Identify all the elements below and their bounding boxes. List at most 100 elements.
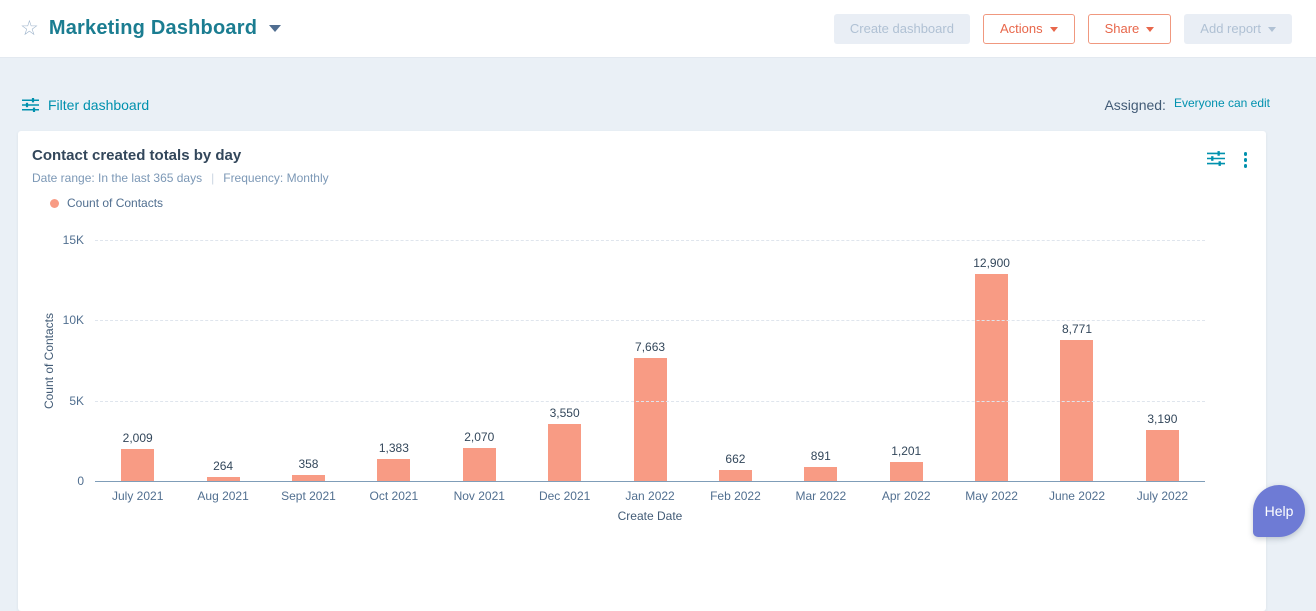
x-axis-labels: July 2021 Aug 2021 Sept 2021 Oct 2021 Nov 20… — [95, 489, 1205, 503]
bar[interactable] — [462, 447, 496, 481]
report-card-actions — [1206, 147, 1251, 185]
bar-value-label: 1,201 — [891, 443, 922, 458]
chevron-down-icon — [1049, 26, 1058, 32]
bar-column: 2,070 — [437, 240, 522, 481]
y-axis-title: Count of Contacts — [42, 312, 56, 409]
bar-column: 891 — [778, 240, 863, 481]
bar-value-label: 2,009 — [122, 430, 153, 445]
date-range-text: Date range: In the last 365 days — [32, 171, 203, 185]
assigned-section: Assigned: Everyone can edit — [1104, 96, 1270, 114]
gridline — [95, 320, 1205, 322]
x-tick-label: June 2022 — [1048, 489, 1106, 503]
report-menu-kebab-icon[interactable] — [1241, 151, 1251, 169]
bar-value-label: 2,070 — [464, 429, 495, 444]
y-tick-label: 0 — [77, 474, 84, 488]
bar-value-label: 8,771 — [1061, 322, 1092, 337]
frequency-text: Frequency: Monthly — [223, 171, 329, 185]
dashboard-title: Marketing Dashboard — [48, 17, 258, 39]
share-button[interactable]: Share — [1087, 13, 1172, 44]
report-card: Contact created totals by day Date range… — [18, 131, 1266, 611]
bar[interactable] — [121, 448, 155, 481]
x-tick-label: Dec 2021 — [538, 489, 591, 503]
bar[interactable] — [718, 470, 752, 481]
x-tick-label: Oct 2021 — [369, 489, 419, 503]
bar-value-label: 264 — [213, 458, 234, 473]
bar-column: 1,201 — [864, 240, 949, 481]
x-tick-label: Feb 2022 — [710, 489, 761, 503]
bar[interactable] — [291, 475, 325, 481]
bar-value-label: 662 — [725, 452, 746, 467]
bar-value-label: 358 — [298, 457, 319, 472]
report-title[interactable]: Contact created totals by day — [32, 147, 242, 164]
bar[interactable] — [975, 273, 1009, 481]
bar-value-label: 3,550 — [549, 405, 580, 420]
x-tick-label: Nov 2021 — [453, 489, 505, 503]
bar-column: 1,383 — [351, 240, 436, 481]
actions-button-label: Actions — [999, 21, 1043, 36]
bar-value-label: 7,663 — [635, 339, 666, 354]
bar-value-label: 3,190 — [1147, 411, 1178, 426]
bar[interactable] — [548, 423, 582, 481]
bar-value-label: 1,383 — [378, 440, 409, 455]
bar[interactable] — [804, 466, 838, 481]
filter-sliders-icon — [22, 98, 39, 112]
y-tick-label: 15K — [62, 233, 84, 247]
x-tick-label: July 2022 — [1136, 489, 1189, 503]
report-card-header: Contact created totals by day Date range… — [18, 131, 1266, 185]
assigned-value-link[interactable]: Everyone can edit — [1173, 96, 1270, 110]
bar-column: 7,663 — [607, 240, 692, 481]
y-tick-label: 5K — [69, 393, 84, 408]
chart-legend: Count of Contacts — [50, 196, 1266, 210]
help-button[interactable]: Help — [1253, 485, 1305, 537]
bar-column: 12,900 — [949, 240, 1034, 481]
add-report-button-label: Add report — [1200, 21, 1261, 36]
top-bar: ☆ Marketing Dashboard Create dashboard A… — [0, 0, 1316, 58]
x-tick-label: Mar 2022 — [795, 489, 847, 503]
report-subtitle: Date range: In the last 365 days | Frequ… — [32, 171, 329, 185]
bar-column: 3,190 — [1120, 240, 1205, 481]
topbar-actions: Create dashboard Actions Share Add repor… — [833, 13, 1292, 44]
bar-column: 2,009 — [95, 240, 180, 481]
bar[interactable] — [633, 357, 667, 481]
chevron-down-icon — [1146, 26, 1155, 32]
dashboard-title-caret-icon[interactable] — [269, 25, 282, 32]
bar-value-label: 891 — [810, 448, 831, 463]
x-tick-label: Jan 2022 — [625, 489, 675, 503]
add-report-button[interactable]: Add report — [1184, 13, 1292, 44]
bar-column: 662 — [693, 240, 778, 481]
create-dashboard-button[interactable]: Create dashboard — [833, 13, 970, 44]
bar-column: 3,550 — [522, 240, 607, 481]
gridline — [95, 240, 1205, 241]
chevron-down-icon — [1268, 26, 1276, 32]
x-tick-label: Sept 2021 — [281, 489, 336, 503]
bar-chart: Count of Contacts 2,009 264 358 1,383 2,070 3… — [42, 233, 1205, 488]
actions-button[interactable]: Actions — [982, 13, 1075, 44]
bar[interactable] — [1145, 429, 1179, 481]
filter-dashboard-label: Filter dashboard — [48, 97, 150, 113]
bar[interactable] — [889, 461, 923, 481]
bar-columns: 2,009 264 358 1,383 2,070 3,550 7,663 662 891 1,2… — [95, 240, 1205, 481]
legend-dot — [50, 198, 59, 208]
favorite-star-icon[interactable]: ☆ — [20, 17, 39, 40]
filter-dashboard-button[interactable]: Filter dashboard — [22, 97, 149, 113]
bar[interactable] — [1060, 340, 1094, 481]
assigned-label: Assigned: — [1104, 97, 1166, 113]
help-button-label: Help — [1264, 503, 1294, 519]
bar[interactable] — [377, 458, 411, 481]
y-tick-label: 10K — [62, 313, 84, 328]
legend-label: Count of Contacts — [67, 196, 164, 210]
bar-column: 264 — [180, 240, 265, 481]
bar[interactable] — [206, 476, 240, 481]
bar-column: 8,771 — [1034, 240, 1119, 481]
gridline — [95, 400, 1205, 402]
filter-row: Filter dashboard Assigned: Everyone can … — [0, 96, 1316, 114]
x-tick-label: May 2022 — [965, 489, 1018, 503]
report-filters-icon[interactable] — [1206, 151, 1225, 166]
subtitle-separator: | — [211, 171, 215, 185]
share-button-label: Share — [1104, 21, 1140, 36]
x-tick-label: July 2021 — [112, 489, 164, 503]
bar-value-label: 12,900 — [973, 255, 1010, 270]
x-tick-label: Aug 2021 — [197, 489, 249, 503]
bar-column: 358 — [266, 240, 351, 481]
x-axis-title: Create Date — [617, 509, 683, 523]
